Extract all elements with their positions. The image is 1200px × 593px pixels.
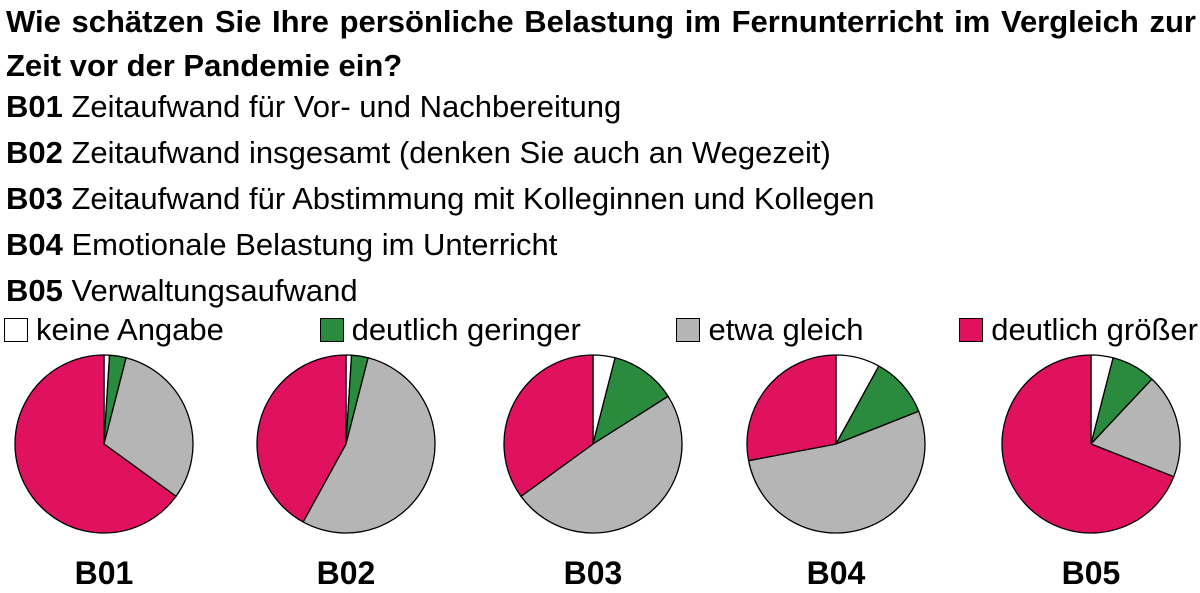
pie-label-b01: B01 (75, 555, 134, 591)
item-b05: B05 Verwaltungsaufwand (6, 268, 875, 314)
item-text: Zeitaufwand für Vor- und Nachbereitung (71, 89, 622, 124)
pie-slice-b01-deutlich-größer (14, 354, 177, 534)
pie-slice-b02-etwa-gleich (302, 357, 436, 534)
legend-swatch (676, 318, 701, 342)
pie-b02 (256, 354, 436, 534)
pie-slice-b04-etwa-gleich (747, 410, 926, 534)
pie-b01 (14, 354, 194, 534)
legend-label: deutlich größer (991, 312, 1198, 347)
pie-charts: B01 B02 B03 B04 B05 (14, 354, 1181, 591)
pie-slice-b04-deutlich-größer (746, 354, 837, 462)
legend-entry-etwa-gleich: etwa gleich (676, 312, 864, 348)
legend-label: keine Angabe (36, 312, 224, 347)
item-b03: B03 Zeitaufwand für Abstimmung mit Kolle… (6, 176, 875, 222)
item-b01: B01 Zeitaufwand für Vor- und Nachbereitu… (6, 84, 875, 130)
pie-label-b04: B04 (807, 555, 866, 591)
item-code: B03 (6, 181, 63, 216)
pie-slice-b02-deutlich-größer (256, 354, 347, 523)
legend-swatch (319, 318, 344, 342)
legend-label: deutlich geringer (351, 312, 581, 347)
pie-slice-b01-etwa-gleich (103, 357, 194, 497)
item-code: B04 (6, 227, 63, 262)
item-text: Verwaltungsaufwand (71, 273, 358, 308)
item-code: B05 (6, 273, 63, 308)
legend-entry-deutlich-geringer: deutlich geringer (319, 312, 581, 348)
legend-entry-keine-angabe: keine Angabe (4, 312, 224, 348)
item-text: Zeitaufwand insgesamt (denken Sie auch a… (71, 135, 831, 170)
pie-slice-b03-etwa-gleich (520, 395, 683, 534)
item-code: B02 (6, 135, 63, 170)
item-b04: B04 Emotionale Belastung im Unterricht (6, 222, 875, 268)
legend-swatch (4, 318, 28, 342)
pie-label-b05: B05 (1062, 555, 1121, 591)
legend-swatch (959, 318, 984, 342)
pie-b04 (746, 354, 926, 534)
item-code: B01 (6, 89, 63, 124)
item-text: Emotionale Belastung im Unterricht (71, 227, 558, 262)
pie-b03 (503, 354, 683, 534)
pie-label-b03: B03 (564, 555, 623, 591)
legend-label: etwa gleich (708, 312, 864, 347)
pie-slice-b03-deutlich-geringer (592, 357, 669, 445)
chart-question-title: Wie schätzen Sie Ihre persönliche Belast… (6, 4, 1196, 83)
item-b02: B02 Zeitaufwand insgesamt (denken Sie au… (6, 130, 875, 176)
pie-slice-b05-deutlich-größer (1001, 354, 1175, 534)
pie-label-b02: B02 (317, 555, 376, 591)
legend-entry-deutlich-groesser: deutlich größer (959, 312, 1198, 348)
item-text: Zeitaufwand für Abstimmung mit Kolleginn… (71, 181, 875, 216)
pie-slice-b03-deutlich-größer (503, 354, 594, 497)
legend: keine Angabe deutlich geringer etwa glei… (4, 308, 1198, 352)
item-list: B01 Zeitaufwand für Vor- und Nachbereitu… (6, 84, 875, 314)
pie-b05 (1001, 354, 1181, 534)
